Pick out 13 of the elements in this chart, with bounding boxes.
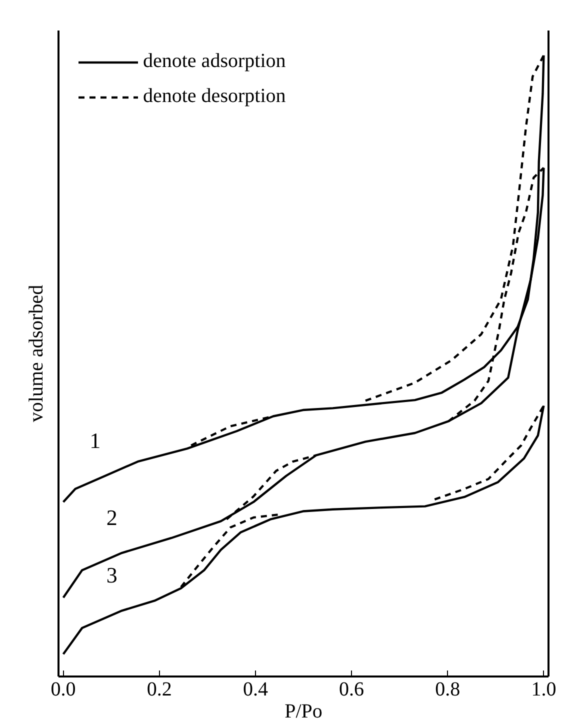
legend-label: denote adsorption <box>143 50 286 73</box>
annotation: 3 <box>106 562 118 588</box>
annotation: 1 <box>90 428 101 453</box>
x-tick-label: 0.4 <box>242 678 268 700</box>
annotation: 2 <box>106 504 118 530</box>
x-tick-label: 0.6 <box>339 678 364 700</box>
x-tick-label: 0.0 <box>50 678 76 700</box>
x-tick-label: 0.2 <box>146 678 172 700</box>
legend-label: denote desorption <box>143 85 286 108</box>
x-tick-label: 1.0 <box>531 678 556 700</box>
x-axis-title: P/Po <box>284 700 322 722</box>
x-tick-label: 0.8 <box>435 678 460 700</box>
y-axis-title: volume adsorbed <box>26 284 48 422</box>
